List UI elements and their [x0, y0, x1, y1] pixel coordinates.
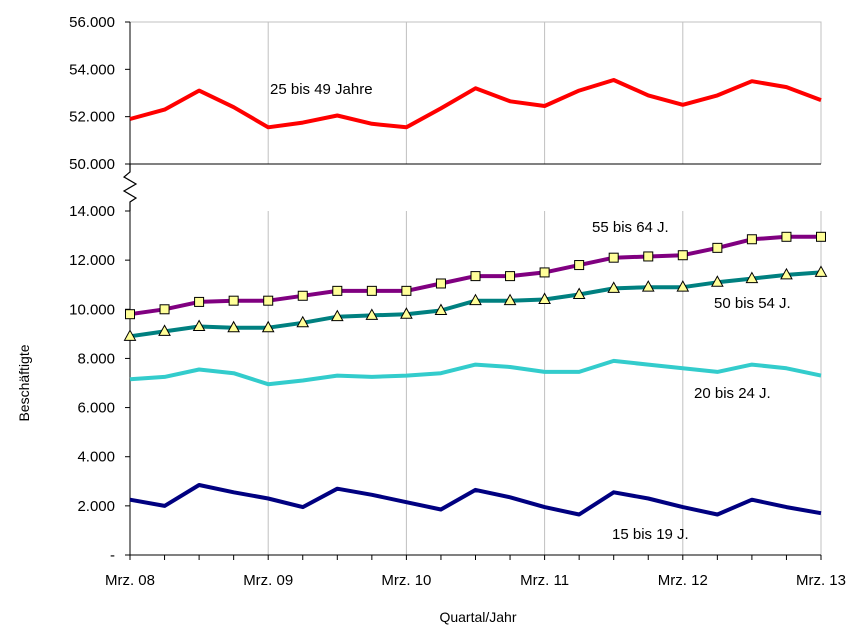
y-tick-label: 8.000 — [77, 350, 115, 367]
series-line — [129, 483, 822, 517]
y-tick-label: - — [110, 547, 115, 564]
data-point — [816, 231, 826, 242]
series-line — [129, 78, 822, 130]
series-label-20-24: 20 bis 24 J. — [694, 385, 771, 402]
vertical-gridlines — [267, 22, 822, 555]
series-layer — [123, 78, 828, 517]
x-tick-label: Mrz. 10 — [381, 572, 431, 589]
x-tick-label: Mrz. 09 — [243, 572, 293, 589]
y-tick-label: 10.000 — [69, 301, 115, 318]
y-tick-label: 54.000 — [69, 61, 115, 78]
data-point — [469, 293, 482, 306]
data-point — [297, 290, 308, 301]
data-point — [814, 265, 828, 277]
x-tick-label: Mrz. 13 — [796, 572, 846, 589]
data-point — [712, 242, 723, 253]
series-label-50-54: 50 bis 54 J. — [714, 295, 791, 312]
data-point — [746, 234, 757, 245]
data-point — [503, 293, 517, 306]
data-point — [158, 324, 171, 336]
y-tick-label: 4.000 — [77, 449, 115, 466]
series-4 — [129, 483, 822, 517]
data-point — [677, 250, 688, 261]
data-point — [781, 231, 792, 242]
x-tick-label: Mrz. 12 — [658, 572, 708, 589]
data-point — [261, 320, 275, 333]
data-point — [194, 296, 205, 307]
y-tick-label: 52.000 — [69, 109, 115, 126]
data-point — [192, 319, 206, 331]
data-point — [539, 267, 550, 278]
data-point — [780, 267, 793, 280]
y-tick-label: 12.000 — [69, 252, 115, 269]
y-tick-label: 50.000 — [69, 156, 115, 173]
series-2 — [123, 265, 828, 341]
data-point — [434, 303, 448, 316]
series-label-25-49: 25 bis 49 Jahre — [270, 81, 373, 98]
plot-frame — [130, 21, 822, 555]
data-point — [435, 278, 446, 289]
y-tick-label: 14.000 — [69, 203, 115, 220]
data-point — [125, 309, 135, 320]
series-line — [129, 358, 822, 387]
y-tick-label: 2.000 — [77, 498, 115, 515]
x-tick-label: Mrz. 11 — [520, 572, 569, 589]
data-point — [608, 252, 619, 263]
data-point — [574, 260, 585, 271]
x-tick-label: Mrz. 08 — [105, 572, 155, 589]
series-1 — [125, 231, 826, 320]
data-point — [263, 295, 274, 306]
data-point — [538, 292, 551, 304]
data-point — [470, 271, 481, 282]
x-axis-title: Quartal/Jahr — [439, 609, 516, 625]
data-point — [745, 271, 759, 284]
series-label-55-64: 55 bis 64 J. — [592, 219, 669, 236]
data-point — [401, 285, 412, 296]
data-point — [607, 281, 621, 293]
data-point — [711, 275, 724, 287]
data-point — [228, 295, 239, 306]
data-point — [227, 320, 240, 333]
series-3 — [129, 358, 822, 387]
axis-break — [122, 164, 138, 211]
data-point — [159, 304, 170, 315]
y-tick-label: 56.000 — [69, 14, 115, 31]
data-point — [296, 315, 310, 328]
axes — [122, 21, 822, 556]
data-point — [641, 280, 655, 292]
series-label-15-19: 15 bis 19 J. — [612, 526, 689, 543]
data-point — [572, 287, 586, 300]
data-point — [123, 329, 137, 341]
data-point — [676, 280, 690, 292]
data-point — [366, 285, 377, 296]
data-point — [505, 271, 516, 282]
y-tick-label: 6.000 — [77, 400, 115, 417]
data-point — [332, 285, 343, 296]
y-axis-title: Beschäftigte — [16, 344, 32, 421]
data-point — [400, 307, 413, 319]
tick-labels: 56.000 54.000 52.000 50.000 14.000 12.000 10.0… — [69, 14, 846, 589]
data-point — [643, 251, 654, 262]
data-point — [330, 309, 344, 322]
data-point — [365, 308, 379, 320]
series-0 — [129, 78, 822, 130]
